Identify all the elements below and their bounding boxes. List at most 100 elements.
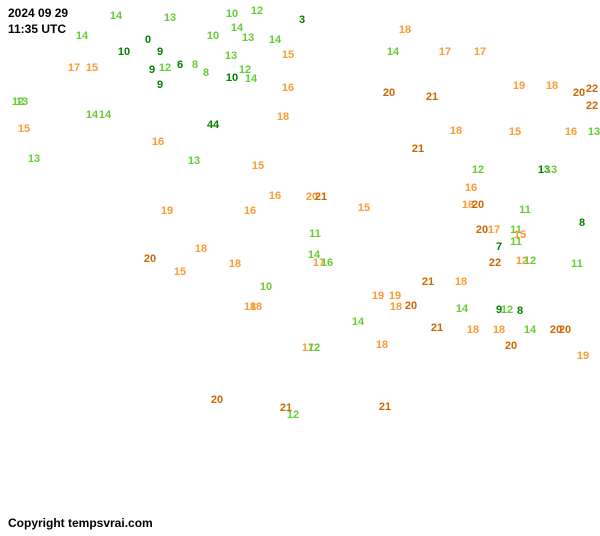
data-point: 14 [76,30,88,42]
data-point: 21 [422,276,434,288]
data-point: 15 [358,202,370,214]
data-point: 13 [242,32,254,44]
data-point: 20 [505,340,517,352]
data-point: 20 [211,394,223,406]
data-point: 16 [152,136,164,148]
data-point: 13 [588,126,600,138]
timestamp-date: 2024 09 29 [8,6,68,20]
data-point: 20 [144,253,156,265]
data-point: 14 [99,109,111,121]
data-point: 18 [399,24,411,36]
data-point: 13 [16,96,28,108]
data-point: 19 [161,205,173,217]
data-point: 11 [510,236,522,248]
data-point: 14 [110,10,122,22]
data-point: 16 [321,257,333,269]
data-point: 21 [431,322,443,334]
data-point: 22 [586,100,598,112]
data-point: 14 [524,324,536,336]
data-point: 13 [188,155,200,167]
data-point: 12 [308,342,320,354]
data-point: 14 [245,73,257,85]
data-point: 12 [501,304,513,316]
data-point: 8 [579,217,585,229]
copyright: Copyright tempsvrai.com [8,516,153,530]
data-point: 17 [488,224,500,236]
data-point: 12 [287,409,299,421]
data-point: 18 [467,324,479,336]
data-point: 13 [225,50,237,62]
data-point: 18 [450,125,462,137]
data-point: 12 [159,62,171,74]
data-point: 16 [465,182,477,194]
data-point: 15 [174,266,186,278]
data-point: 9 [149,64,155,76]
data-point: 18 [229,258,241,270]
data-point: 15 [18,123,30,135]
data-point: 16 [282,82,294,94]
data-point: 17 [439,46,451,58]
data-point: 8 [192,59,198,71]
data-point: 14 [86,109,98,121]
data-point: 3 [299,14,305,26]
data-point: 22 [586,83,598,95]
data-point: 19 [372,290,384,302]
data-point: 21 [379,401,391,413]
data-point: 22 [489,257,501,269]
chart-container: 2024 09 29 11:35 UTC Copyright tempsvrai… [0,0,600,536]
data-point: 21 [412,143,424,155]
data-point: 18 [277,111,289,123]
data-point: 12 [251,5,263,17]
data-point: 18 [493,324,505,336]
data-point: 11 [519,204,531,216]
data-point: 10 [118,46,130,58]
data-point: 17 [474,46,486,58]
data-point: 8 [203,67,209,79]
data-point: 15 [509,126,521,138]
data-point: 6 [177,59,183,71]
data-point: 11 [309,228,321,240]
data-point: 8 [517,305,523,317]
data-point: 16 [565,126,577,138]
data-point: 18 [195,243,207,255]
data-point: 20 [405,300,417,312]
data-point: 20 [559,324,571,336]
data-point: 13 [545,164,557,176]
data-point: 0 [145,34,151,46]
data-point: 18 [455,276,467,288]
data-point: 18 [250,301,262,313]
data-point: 18 [376,339,388,351]
data-point: 7 [496,241,502,253]
timestamp-time: 11:35 UTC [8,22,66,36]
data-point: 15 [86,62,98,74]
data-point: 18 [390,301,402,313]
data-point: 15 [282,49,294,61]
data-point: 17 [68,62,80,74]
data-point: 10 [260,281,272,293]
data-point: 19 [577,350,589,362]
data-point: 19 [513,80,525,92]
data-point: 14 [269,34,281,46]
data-point: 12 [524,255,536,267]
data-point: 9 [157,46,163,58]
data-point: 20 [573,87,585,99]
data-point: 14 [456,303,468,315]
data-point: 14 [352,316,364,328]
data-point: 16 [244,205,256,217]
data-point: 9 [157,79,163,91]
data-point: 13 [28,153,40,165]
data-point: 14 [387,46,399,58]
data-point: 21 [315,191,327,203]
data-point: 10 [226,8,238,20]
data-point: 21 [426,91,438,103]
data-point: 15 [252,160,264,172]
data-point: 20 [476,224,488,236]
timestamp: 2024 09 29 11:35 UTC [8,6,68,37]
data-point: 13 [164,12,176,24]
data-point: 11 [571,258,583,270]
data-point: 4 [213,119,219,131]
data-point: 16 [269,190,281,202]
data-point: 18 [546,80,558,92]
data-point: 20 [383,87,395,99]
data-point: 10 [226,72,238,84]
